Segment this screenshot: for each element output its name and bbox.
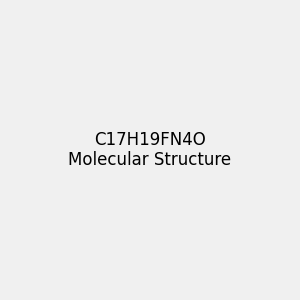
Text: C17H19FN4O
Molecular Structure: C17H19FN4O Molecular Structure [68,130,232,170]
